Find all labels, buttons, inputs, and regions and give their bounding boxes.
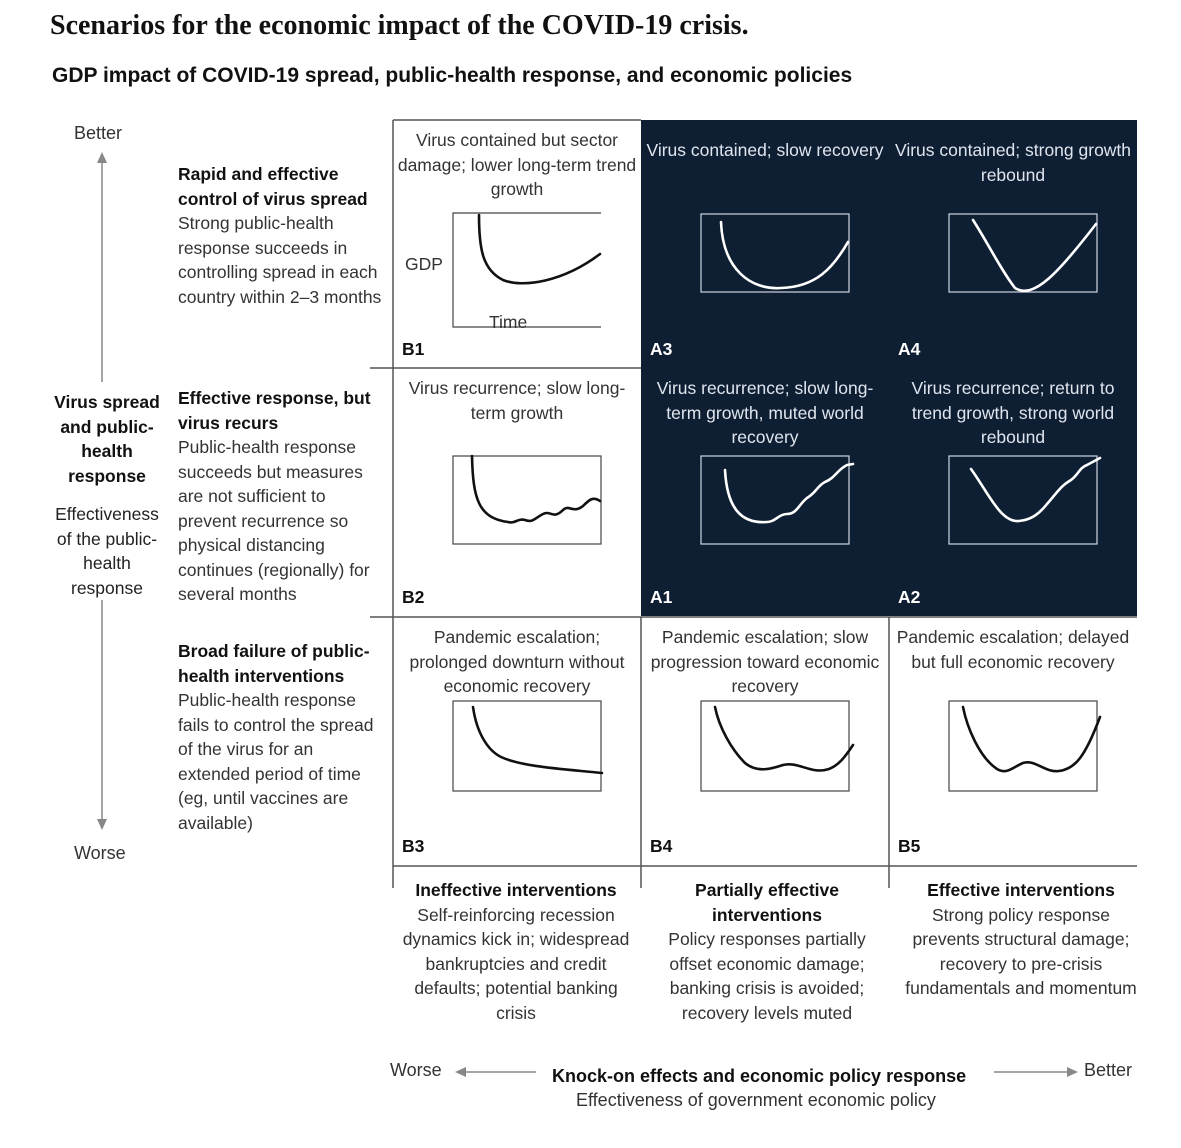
scenario-caption: Virus recurrence; return to trend growth… (911, 378, 1115, 447)
scenario-caption: Virus recurrence; slow long-term growth (408, 378, 626, 423)
page-subtitle: GDP impact of COVID-19 spread, public-he… (52, 64, 853, 87)
gdp-curve-b4 (700, 700, 855, 792)
scenario-caption: Pandemic escalation; delayed but full ec… (896, 627, 1130, 672)
scenario-caption: Virus contained; strong growth rebound (894, 140, 1132, 185)
x-axis-subheading: Effectiveness of government economic pol… (576, 1090, 936, 1110)
scenario-cell-b2: Virus recurrence; slow long-term growth … (393, 368, 641, 616)
row-heading: Effective response, but virus recurs (178, 388, 371, 433)
x-axis-left-label: Worse (390, 1060, 442, 1080)
x-axis-right-arrow (994, 1067, 1078, 1077)
gdp-curve-b3 (452, 700, 604, 792)
mini-chart-frame (948, 455, 1098, 545)
scenario-code: B5 (898, 836, 921, 856)
column-body: Self-reinforcing recession dynamics kick… (402, 904, 630, 1023)
x-axis-left-arrow (455, 1067, 536, 1077)
mini-axis-x-label: Time (489, 312, 528, 332)
gdp-trajectory-line (723, 462, 855, 524)
gdp-curve-a2 (948, 455, 1102, 545)
gdp-curve-a3 (700, 213, 850, 293)
row-body: Public-health response succeeds but meas… (178, 437, 370, 604)
y-axis-bottom-label: Worse (74, 843, 126, 863)
y-axis-heading-block: Virus spread and public-health response … (48, 390, 166, 600)
scenario-code: A4 (898, 339, 921, 359)
gdp-curve-b5 (948, 700, 1102, 792)
column-description-3: Effective interventions Strong policy re… (901, 878, 1141, 1001)
row-body: Strong public-health response succeeds i… (178, 213, 382, 307)
gdp-trajectory-line (971, 218, 1098, 292)
column-description-1: Ineffective interventions Self-reinforci… (396, 878, 636, 1025)
scenario-caption: Virus contained but sector damage; lower… (397, 130, 637, 199)
y-axis-heading: Virus spread and public-health response (54, 392, 160, 486)
column-heading: Partially effective interventions (695, 880, 839, 925)
gdp-trajectory-line (961, 705, 1102, 773)
scenario-cell-a1: Virus recurrence; slow long-term growth,… (641, 368, 889, 616)
row-body: Public-health response fails to control … (178, 690, 374, 833)
scenario-cell-b1: Virus contained but sector damage; lower… (393, 120, 641, 368)
scenario-cell-a3: Virus contained; slow recovery A3 (641, 120, 889, 368)
gdp-trajectory-line (719, 220, 850, 290)
scenario-caption: Pandemic escalation; prolonged downturn … (409, 627, 625, 696)
scenario-cell-a4: Virus contained; strong growth rebound A… (889, 120, 1137, 368)
column-description-2: Partially effective interventions Policy… (647, 878, 887, 1025)
gdp-curve-b2 (452, 454, 602, 545)
mini-axis-y-label: GDP (405, 254, 443, 274)
x-axis-heading: Knock-on effects and economic policy res… (552, 1066, 967, 1086)
mini-chart-frame (452, 700, 602, 792)
scenario-code: B1 (402, 339, 425, 359)
scenario-code: A1 (650, 587, 673, 607)
mini-chart-frame (948, 213, 1098, 293)
row-description-2: Effective response, but virus recurs Pub… (178, 386, 388, 607)
scenario-cell-a2: Virus recurrence; return to trend growth… (889, 368, 1137, 616)
scenario-caption: Virus contained; slow recovery (646, 140, 884, 160)
scenario-cell-b4: Pandemic escalation; slow progression to… (641, 617, 889, 865)
y-axis-arrow (97, 152, 107, 830)
gdp-trajectory-line (969, 456, 1102, 523)
row-heading: Broad failure of public-health intervent… (178, 641, 370, 686)
mini-chart-frame (700, 700, 850, 792)
scenario-code: B2 (402, 587, 425, 607)
row-description-3: Broad failure of public-health intervent… (178, 639, 388, 835)
mini-chart-frame (700, 213, 850, 293)
scenario-code: B4 (650, 836, 673, 856)
column-heading: Ineffective interventions (415, 880, 617, 900)
mini-chart-axes (452, 212, 601, 328)
row-heading: Rapid and effective control of virus spr… (178, 164, 368, 209)
x-axis-right-label: Better (1084, 1060, 1133, 1080)
gdp-trajectory-line (477, 213, 602, 285)
column-heading: Effective interventions (927, 880, 1115, 900)
scenario-code: B3 (402, 836, 425, 856)
column-body: Policy responses partially offset econom… (668, 929, 866, 1023)
gdp-curve-a1 (700, 455, 855, 545)
scenario-cell-b5: Pandemic escalation; delayed but full ec… (889, 617, 1137, 865)
gdp-trajectory-line (713, 705, 855, 772)
mini-chart-frame (700, 455, 850, 545)
gdp-curve-a4 (948, 213, 1098, 293)
gdp-curve-b1 (452, 212, 602, 328)
scenario-caption: Virus recurrence; slow long-term growth,… (656, 378, 874, 447)
row-description-1: Rapid and effective control of virus spr… (178, 162, 388, 309)
scenario-code: A2 (898, 587, 921, 607)
column-body: Strong policy response prevents structur… (905, 904, 1137, 999)
y-axis-top-label: Better (74, 123, 123, 143)
y-axis-subheading: Effectiveness of the public-health respo… (55, 504, 159, 598)
scenario-code: A3 (650, 339, 673, 359)
mini-chart-frame (452, 455, 602, 545)
gdp-trajectory-line (470, 454, 602, 524)
gdp-trajectory-line (471, 705, 604, 775)
scenario-cell-b3: Pandemic escalation; prolonged downturn … (393, 617, 641, 865)
scenario-caption: Pandemic escalation; slow progression to… (650, 627, 880, 696)
page-title: Scenarios for the economic impact of the… (50, 10, 749, 41)
mini-chart-frame (948, 700, 1098, 792)
